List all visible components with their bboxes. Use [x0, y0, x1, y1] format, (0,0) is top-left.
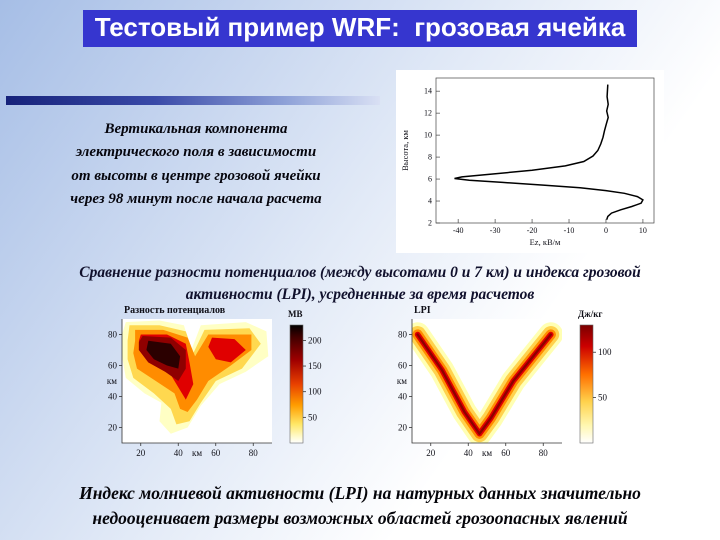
potential-difference-chart: Разность потенциалов 20 40 60 80 км 80 60 40 20 км…	[92, 303, 360, 473]
svg-text:8: 8	[428, 153, 432, 162]
svg-text:40: 40	[174, 448, 184, 458]
svg-text:км: км	[482, 448, 492, 458]
svg-text:80: 80	[249, 448, 259, 458]
svg-text:LPI: LPI	[414, 305, 431, 316]
svg-text:км: км	[397, 376, 407, 386]
svg-text:0: 0	[604, 226, 608, 235]
svg-text:Разность потенциалов: Разность потенциалов	[124, 305, 226, 316]
svg-text:-10: -10	[564, 226, 575, 235]
svg-text:-40: -40	[453, 226, 464, 235]
intro-line: Вертикальная компонента	[104, 121, 288, 137]
svg-text:150: 150	[308, 361, 322, 371]
svg-text:50: 50	[308, 412, 318, 422]
comparison-line: активности (LPI), усредненные за время р…	[185, 286, 535, 304]
svg-text:Ez, кВ/м: Ez, кВ/м	[530, 237, 561, 247]
intro-line: электрического поля в зависимости	[75, 144, 317, 161]
svg-text:60: 60	[108, 361, 118, 371]
svg-text:10: 10	[639, 226, 647, 235]
svg-text:МВ: МВ	[288, 309, 303, 319]
decorative-bar	[6, 96, 380, 105]
svg-text:Высота, км: Высота, км	[400, 130, 410, 171]
intro-line: от высоты в центре грозовой ячейки	[71, 167, 321, 184]
lpi-chart: LPI 20 40 60 80 км 80 60 40 20 км Дж/кг 100 50	[382, 303, 650, 473]
svg-text:-30: -30	[490, 226, 501, 235]
svg-text:60: 60	[501, 448, 511, 458]
svg-text:60: 60	[398, 361, 408, 371]
svg-text:км: км	[192, 448, 202, 458]
svg-text:км: км	[107, 376, 117, 386]
slide-title-text: Тестовый пример WRF: грозовая ячейка	[82, 10, 638, 47]
svg-text:200: 200	[308, 335, 322, 345]
svg-text:14: 14	[424, 87, 432, 96]
svg-text:12: 12	[424, 109, 432, 118]
ez-profile-svg: 2 4 6 8 10 12 14 -40 -30 -20 -10 0 10 Ez, кВ/м Высота,…	[400, 77, 655, 247]
comparison-caption: Сравнение разности потенциалов (между вы…	[0, 262, 720, 307]
svg-text:10: 10	[424, 131, 432, 140]
conclusion-line: Индекс молниевой активности (LPI) на нат…	[79, 483, 641, 503]
svg-text:100: 100	[308, 387, 322, 397]
ez-profile-chart: 2 4 6 8 10 12 14 -40 -30 -20 -10 0 10 Ez, кВ/м Высота,…	[396, 70, 664, 253]
svg-text:20: 20	[136, 448, 146, 458]
conclusion-line: недооценивает размеры возможных областей…	[92, 508, 628, 529]
svg-text:20: 20	[398, 423, 408, 433]
svg-text:100: 100	[598, 347, 612, 357]
comparison-line: Сравнение разности потенциалов (между вы…	[79, 264, 641, 281]
svg-text:80: 80	[539, 448, 549, 458]
svg-text:20: 20	[108, 423, 118, 433]
svg-text:20: 20	[426, 448, 436, 458]
potential-difference-svg: Разность потенциалов 20 40 60 80 км 80 60 40 20 км…	[107, 305, 322, 458]
intro-caption: Вертикальная компонента электрического п…	[12, 118, 380, 211]
slide-title: Тестовый пример WRF: грозовая ячейка	[0, 10, 720, 47]
intro-line: через 98 минут после начала расчета	[70, 190, 322, 207]
svg-text:80: 80	[108, 330, 118, 340]
svg-text:4: 4	[428, 197, 432, 206]
lpi-svg: LPI 20 40 60 80 км 80 60 40 20 км Дж/кг 100 50	[397, 305, 612, 458]
svg-text:-20: -20	[527, 226, 538, 235]
svg-text:50: 50	[598, 393, 608, 403]
conclusion-caption: Индекс молниевой активности (LPI) на нат…	[0, 481, 720, 532]
svg-text:6: 6	[428, 175, 432, 184]
svg-text:40: 40	[398, 392, 408, 402]
svg-text:Дж/кг: Дж/кг	[578, 309, 603, 319]
svg-text:60: 60	[211, 448, 221, 458]
svg-text:40: 40	[108, 392, 118, 402]
svg-text:2: 2	[428, 219, 432, 228]
svg-text:80: 80	[398, 330, 408, 340]
svg-text:40: 40	[464, 448, 474, 458]
